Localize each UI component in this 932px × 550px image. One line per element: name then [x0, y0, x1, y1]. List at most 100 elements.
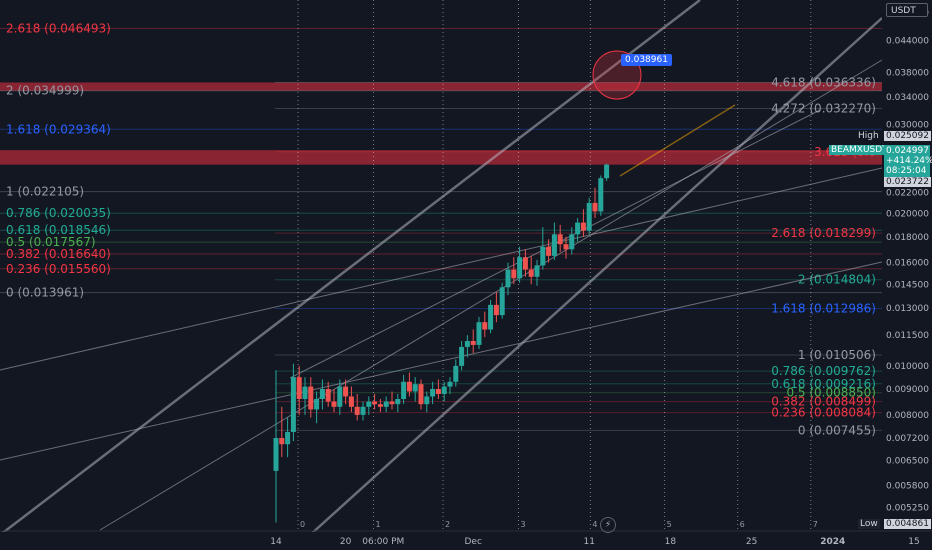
candle-body [470, 340, 476, 345]
candle-body [395, 398, 401, 405]
candle-body [383, 401, 389, 407]
cycle-label: 1 [375, 520, 380, 529]
measure-tooltip: 0.038961 [621, 54, 672, 66]
candle-body [308, 386, 314, 410]
date-axis-label: 11 [583, 537, 594, 547]
cycle-label: 7 [813, 520, 818, 529]
trend-line [309, 17, 883, 536]
candle-body [319, 389, 325, 399]
price-change: +414.24% [886, 156, 932, 166]
fib-left-label: 2.618 (0.046493) [6, 21, 111, 35]
candle-body [546, 246, 552, 256]
high-label: High [858, 131, 879, 141]
candle-body [314, 398, 320, 410]
price-axis-bg [882, 0, 932, 550]
candle-body [459, 346, 465, 366]
candle-body [453, 365, 459, 382]
date-axis-label: 06:00 PM [362, 537, 404, 547]
date-axis-label: Dec [464, 537, 481, 547]
cycle-label: 4 [592, 520, 597, 529]
cycle-label: 3 [520, 520, 525, 529]
price-axis-label: 0.016000 [886, 259, 929, 269]
fib-left-label: 0.236 (0.015560) [6, 262, 111, 276]
price-axis-label: 0.007200 [886, 434, 929, 444]
reference-price: 0.023722 [884, 177, 931, 187]
candle-body [325, 389, 331, 402]
candle-body [285, 432, 291, 445]
price-axis-label: 0.034000 [886, 93, 929, 103]
date-axis-label: 25 [746, 537, 757, 547]
candle-body [377, 404, 383, 407]
candle-body [302, 386, 308, 399]
date-axis-label: 20 [340, 537, 352, 547]
candle-body [279, 438, 285, 445]
price-axis-label: 0.014500 [886, 280, 929, 290]
date-axis-label: 18 [665, 537, 677, 547]
cycle-label: 2 [445, 520, 450, 529]
fib-left-label: 1.618 (0.029364) [6, 122, 111, 136]
candle-body [540, 246, 546, 266]
cycle-label: 6 [740, 520, 745, 529]
candle-body [517, 257, 523, 279]
candle-body [534, 265, 540, 277]
fib-left-label: 0.5 (0.017567) [6, 235, 96, 249]
candle-body [592, 202, 598, 212]
fib-right-label: 4.272 (0.032270) [771, 102, 876, 116]
fib-right-label: 0.786 (0.009762) [771, 364, 876, 378]
candle-body [563, 244, 569, 250]
candle-body [430, 389, 436, 397]
date-axis-label: 14 [270, 537, 282, 547]
candle-body [482, 322, 488, 330]
price-axis-label: 0.010000 [886, 362, 929, 372]
candle-body [522, 257, 528, 270]
currency-selector[interactable]: USDT [886, 3, 928, 17]
candle-body [499, 287, 505, 316]
candle-body [505, 269, 511, 288]
price-axis-label: 0.013000 [886, 304, 929, 314]
symbol-tag[interactable]: BEAMXUSDT [829, 145, 890, 155]
candle-body [418, 384, 424, 405]
price-axis-label: 0.030000 [886, 121, 929, 131]
date-axis-bg [0, 532, 932, 550]
price-axis-label: 0.044000 [886, 36, 929, 46]
price-axis-label: 0.018000 [886, 233, 929, 243]
low-value: 0.004861 [884, 519, 931, 529]
candle-body [354, 406, 360, 415]
price-axis-label: 0.005800 [886, 482, 929, 492]
candle-body [412, 384, 418, 392]
candle-body [290, 377, 296, 433]
fib-right-label: 0.382 (0.008499) [771, 395, 876, 409]
candle-body [447, 381, 453, 387]
candle-body [389, 401, 395, 405]
fib-right-label: 1 (0.010506) [798, 348, 876, 362]
trend-line [0, 167, 883, 371]
fib-right-label: 0.618 (0.009216) [771, 377, 876, 391]
price-axis-label: 0.038000 [886, 69, 929, 79]
price-axis-label: 0.020000 [886, 210, 929, 220]
date-axis-label: 15 [908, 537, 919, 547]
price-axis-label: 0.022000 [886, 189, 929, 199]
fib-right-label: 1.618 (0.012986) [771, 301, 876, 315]
fib-zone-band [0, 82, 882, 91]
last-price-box: 0.024997 +414.24% 08:25:04 [884, 145, 932, 177]
candle-body [343, 386, 349, 397]
candle-body [557, 234, 563, 245]
candle-body [493, 304, 499, 316]
trend-line-highlight [619, 104, 736, 177]
lightning-icon[interactable]: ⚡ [600, 517, 616, 533]
candle-body [569, 234, 575, 250]
candle-body [435, 389, 441, 394]
candle-body [348, 396, 354, 407]
trend-line [0, 0, 701, 536]
candle-body [476, 322, 482, 345]
candle-body [441, 386, 447, 394]
candle-body [511, 269, 517, 279]
candle-body [604, 164, 610, 179]
candle-body [337, 386, 343, 407]
candle-body [331, 401, 337, 407]
fib-right-label: 0.5 (0.008850) [786, 386, 876, 400]
date-axis-label: 2024 [820, 537, 845, 547]
candle-body [406, 381, 412, 392]
fib-right-label: 0 (0.007455) [798, 423, 876, 437]
